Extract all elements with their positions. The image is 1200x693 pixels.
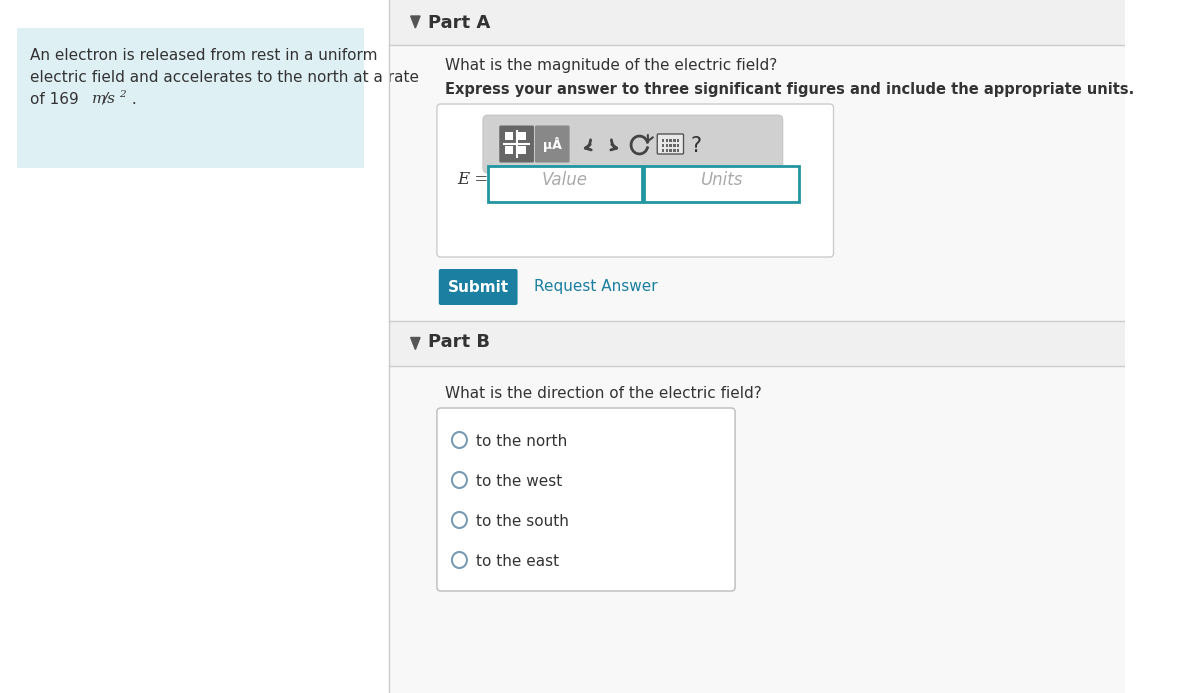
Text: ?: ?: [690, 136, 701, 156]
FancyBboxPatch shape: [673, 139, 676, 141]
FancyBboxPatch shape: [670, 149, 672, 152]
Text: An electron is released from rest in a uniform: An electron is released from rest in a u…: [30, 48, 378, 63]
Text: What is the magnitude of the electric field?: What is the magnitude of the electric fi…: [445, 58, 778, 73]
Text: Submit: Submit: [448, 279, 509, 295]
FancyBboxPatch shape: [437, 408, 736, 591]
Text: μÅ: μÅ: [542, 137, 562, 152]
FancyBboxPatch shape: [505, 132, 512, 140]
FancyBboxPatch shape: [662, 144, 665, 146]
FancyBboxPatch shape: [670, 144, 672, 146]
Circle shape: [452, 512, 467, 528]
FancyBboxPatch shape: [482, 115, 782, 173]
Polygon shape: [410, 16, 420, 28]
FancyBboxPatch shape: [662, 139, 665, 141]
Text: of 169: of 169: [30, 92, 89, 107]
Circle shape: [452, 552, 467, 568]
Text: /s: /s: [102, 92, 115, 106]
Text: to the west: to the west: [476, 473, 563, 489]
FancyBboxPatch shape: [437, 104, 834, 257]
FancyBboxPatch shape: [677, 144, 679, 146]
Text: to the north: to the north: [476, 434, 568, 448]
FancyBboxPatch shape: [658, 134, 684, 154]
FancyBboxPatch shape: [389, 0, 1126, 693]
FancyBboxPatch shape: [389, 0, 1126, 45]
Circle shape: [452, 432, 467, 448]
Text: m: m: [92, 92, 107, 106]
Text: Units: Units: [701, 171, 743, 189]
FancyBboxPatch shape: [677, 139, 679, 141]
FancyBboxPatch shape: [677, 149, 679, 152]
Text: Part B: Part B: [428, 333, 491, 351]
FancyBboxPatch shape: [487, 166, 642, 202]
Polygon shape: [410, 337, 420, 349]
Text: Request Answer: Request Answer: [534, 279, 658, 295]
FancyBboxPatch shape: [644, 166, 799, 202]
FancyBboxPatch shape: [389, 321, 1126, 366]
Text: 2: 2: [119, 90, 126, 99]
FancyBboxPatch shape: [17, 28, 364, 168]
Text: .: .: [126, 92, 137, 107]
FancyBboxPatch shape: [518, 132, 526, 140]
FancyBboxPatch shape: [673, 149, 676, 152]
Circle shape: [452, 472, 467, 488]
Text: electric field and accelerates to the north at a rate: electric field and accelerates to the no…: [30, 70, 419, 85]
Text: Part A: Part A: [428, 14, 491, 32]
FancyBboxPatch shape: [666, 139, 668, 141]
FancyBboxPatch shape: [666, 149, 668, 152]
Text: to the east: to the east: [476, 554, 559, 568]
Text: E =: E =: [457, 171, 488, 188]
FancyBboxPatch shape: [505, 146, 512, 154]
FancyBboxPatch shape: [499, 125, 534, 162]
FancyBboxPatch shape: [670, 139, 672, 141]
FancyBboxPatch shape: [673, 144, 676, 146]
FancyBboxPatch shape: [518, 146, 526, 154]
FancyBboxPatch shape: [535, 125, 570, 162]
FancyBboxPatch shape: [666, 144, 668, 146]
Text: Value: Value: [542, 171, 588, 189]
FancyBboxPatch shape: [439, 269, 517, 305]
Text: Express your answer to three significant figures and include the appropriate uni: Express your answer to three significant…: [445, 82, 1135, 97]
FancyBboxPatch shape: [662, 149, 665, 152]
Text: to the south: to the south: [476, 514, 569, 529]
Text: What is the direction of the electric field?: What is the direction of the electric fi…: [445, 386, 762, 401]
